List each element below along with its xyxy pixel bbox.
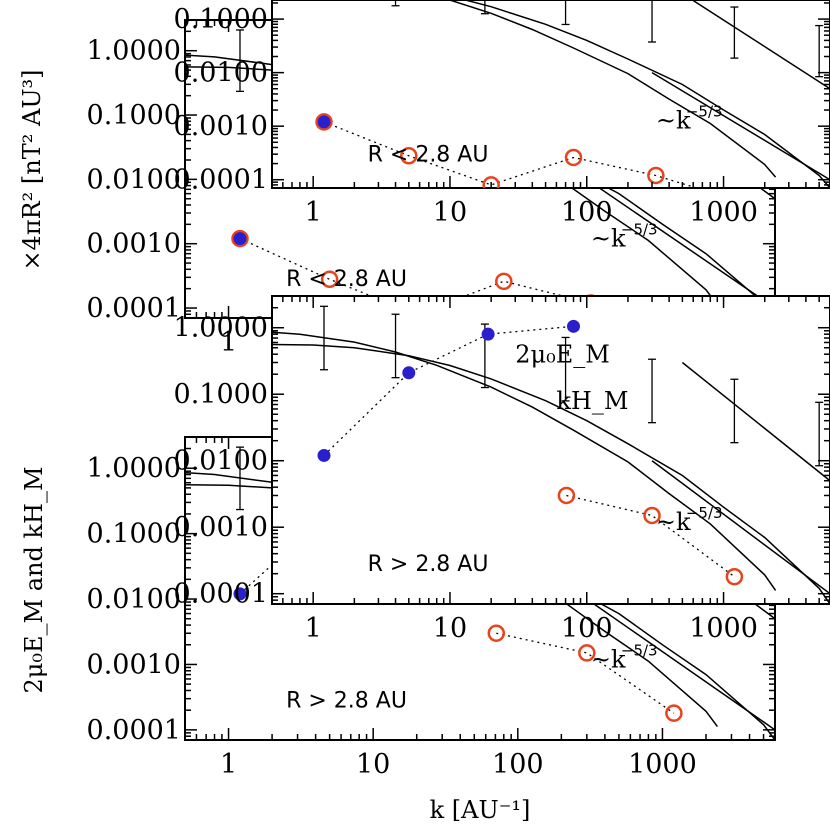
helicity-label: kH_M bbox=[556, 387, 628, 415]
y-tick-label: 1.0000 bbox=[174, 313, 268, 344]
panel-plot-area bbox=[272, 305, 830, 604]
region-label: R > 2.8 AU bbox=[368, 552, 489, 577]
filled-circle-point bbox=[481, 327, 495, 341]
panel-bottom-inset: 1 10 100 1000 0.0001 0.0010 0.0100 0.1000 1.0000… bbox=[174, 295, 830, 644]
energy-label: 2μ₀E_M bbox=[515, 340, 610, 368]
x-tick-label: 10 bbox=[356, 749, 390, 780]
panels: 11010010000.00010.00100.01000.10001.0000… bbox=[87, 0, 830, 780]
open-circle-point bbox=[482, 176, 500, 188]
y-tick-label: 0.0010 bbox=[174, 111, 268, 142]
filled-circle-point bbox=[233, 587, 247, 601]
y-tick-label: 0.0100 bbox=[87, 164, 181, 195]
y-tick-label: 0.0001 bbox=[87, 293, 181, 324]
slope-exponent: −5/3 bbox=[621, 221, 658, 239]
panel-top-inset: 1 10 100 1000 0.0001 0.0010 0.0100 0.1000 R < 2.… bbox=[174, 0, 830, 228]
y-tick-label: 0.0100 bbox=[174, 446, 268, 477]
x-tick-label: 10 bbox=[433, 197, 467, 228]
region-label: R < 2.8 AU bbox=[368, 142, 489, 167]
x-tick-label: 10 bbox=[433, 613, 467, 644]
panel-plot-area bbox=[315, 0, 830, 188]
slope-label: ~k bbox=[656, 107, 691, 135]
slope-label: ~k bbox=[591, 225, 626, 253]
y-tick-label: 0.0010 bbox=[174, 512, 268, 543]
open-series-line bbox=[323, 121, 699, 188]
model-curve bbox=[462, 0, 830, 188]
panel-frame bbox=[271, 0, 830, 189]
open-circle-point bbox=[725, 567, 744, 586]
x-tick-label: 100 bbox=[561, 197, 613, 228]
y-axis-label-top: ×4πR² [nT² AU³] bbox=[18, 69, 46, 270]
filled-circle-point bbox=[317, 115, 331, 129]
open-circle-point bbox=[400, 147, 418, 165]
open-circle-point bbox=[320, 270, 339, 289]
open-circle-point bbox=[315, 113, 333, 131]
open-circle-point bbox=[647, 166, 665, 185]
y-tick-label: 0.1000 bbox=[87, 100, 181, 131]
y-tick-label: 0.1000 bbox=[174, 4, 268, 35]
y-tick-label: 0.0001 bbox=[174, 165, 268, 196]
slope-label: ~k bbox=[591, 645, 626, 673]
filled-series-line bbox=[323, 325, 574, 456]
x-axis-label: k [AU⁻¹] bbox=[430, 796, 531, 824]
y-axis-label-bottom: 2μ₀E_M and kH_M bbox=[20, 466, 48, 693]
power-law-line bbox=[651, 460, 830, 595]
y-tick-label: 1.0000 bbox=[87, 36, 181, 67]
slope-exponent: −5/3 bbox=[686, 504, 723, 522]
slope-exponent: −5/3 bbox=[686, 103, 723, 121]
power-law-line bbox=[691, 0, 830, 90]
filled-circle-point bbox=[402, 366, 416, 380]
y-tick-label: 0.0100 bbox=[87, 584, 181, 615]
y-tick-label: 0.1000 bbox=[174, 379, 268, 410]
x-tick-label: 1 bbox=[305, 197, 322, 228]
power-law-line bbox=[586, 178, 775, 309]
x-tick-label: 1000 bbox=[689, 613, 758, 644]
open-circle-point bbox=[643, 506, 661, 525]
power-law-line bbox=[586, 598, 775, 731]
slope-label: ~k bbox=[656, 508, 691, 536]
y-tick-label: 0.0010 bbox=[87, 649, 181, 680]
power-law-line bbox=[681, 361, 830, 482]
open-circle-point bbox=[231, 229, 249, 248]
y-tick-label: 0.0010 bbox=[87, 229, 181, 260]
open-circle-point bbox=[665, 704, 683, 722]
x-tick-label: 1000 bbox=[689, 197, 758, 228]
x-tick-label: 1 bbox=[220, 749, 237, 780]
power-law-line bbox=[651, 71, 830, 181]
y-tick-label: 0.0001 bbox=[87, 715, 181, 746]
open-circle-point bbox=[487, 624, 506, 642]
region-label: R > 2.8 AU bbox=[286, 688, 407, 713]
open-circle-point bbox=[557, 486, 576, 505]
y-tick-label: 0.0100 bbox=[174, 58, 268, 89]
y-tick-label: 1.0000 bbox=[87, 453, 181, 484]
open-series-line bbox=[566, 494, 735, 578]
region-label: R < 2.8 AU bbox=[286, 267, 407, 292]
x-tick-label: 1000 bbox=[628, 749, 697, 780]
filled-circle-point bbox=[567, 319, 581, 333]
x-tick-label: 1 bbox=[220, 327, 237, 358]
y-tick-label: 0.1000 bbox=[87, 519, 181, 550]
panel-frame bbox=[271, 295, 830, 605]
y-tick-label: 0.0001 bbox=[174, 579, 268, 610]
x-tick-label: 1 bbox=[305, 613, 322, 644]
model-curve-2 bbox=[447, 0, 777, 178]
filled-circle-point bbox=[233, 232, 247, 246]
model-curve-2 bbox=[272, 331, 777, 591]
open-circle-point bbox=[495, 272, 513, 291]
filled-circle-point bbox=[317, 448, 331, 462]
x-tick-label: 100 bbox=[492, 749, 544, 780]
slope-exponent: −5/3 bbox=[621, 641, 658, 659]
open-series-line bbox=[496, 632, 675, 714]
open-circle-point bbox=[578, 644, 596, 662]
x-tick-label: 100 bbox=[561, 613, 613, 644]
model-curve bbox=[272, 343, 830, 604]
open-circle-point bbox=[564, 148, 583, 167]
